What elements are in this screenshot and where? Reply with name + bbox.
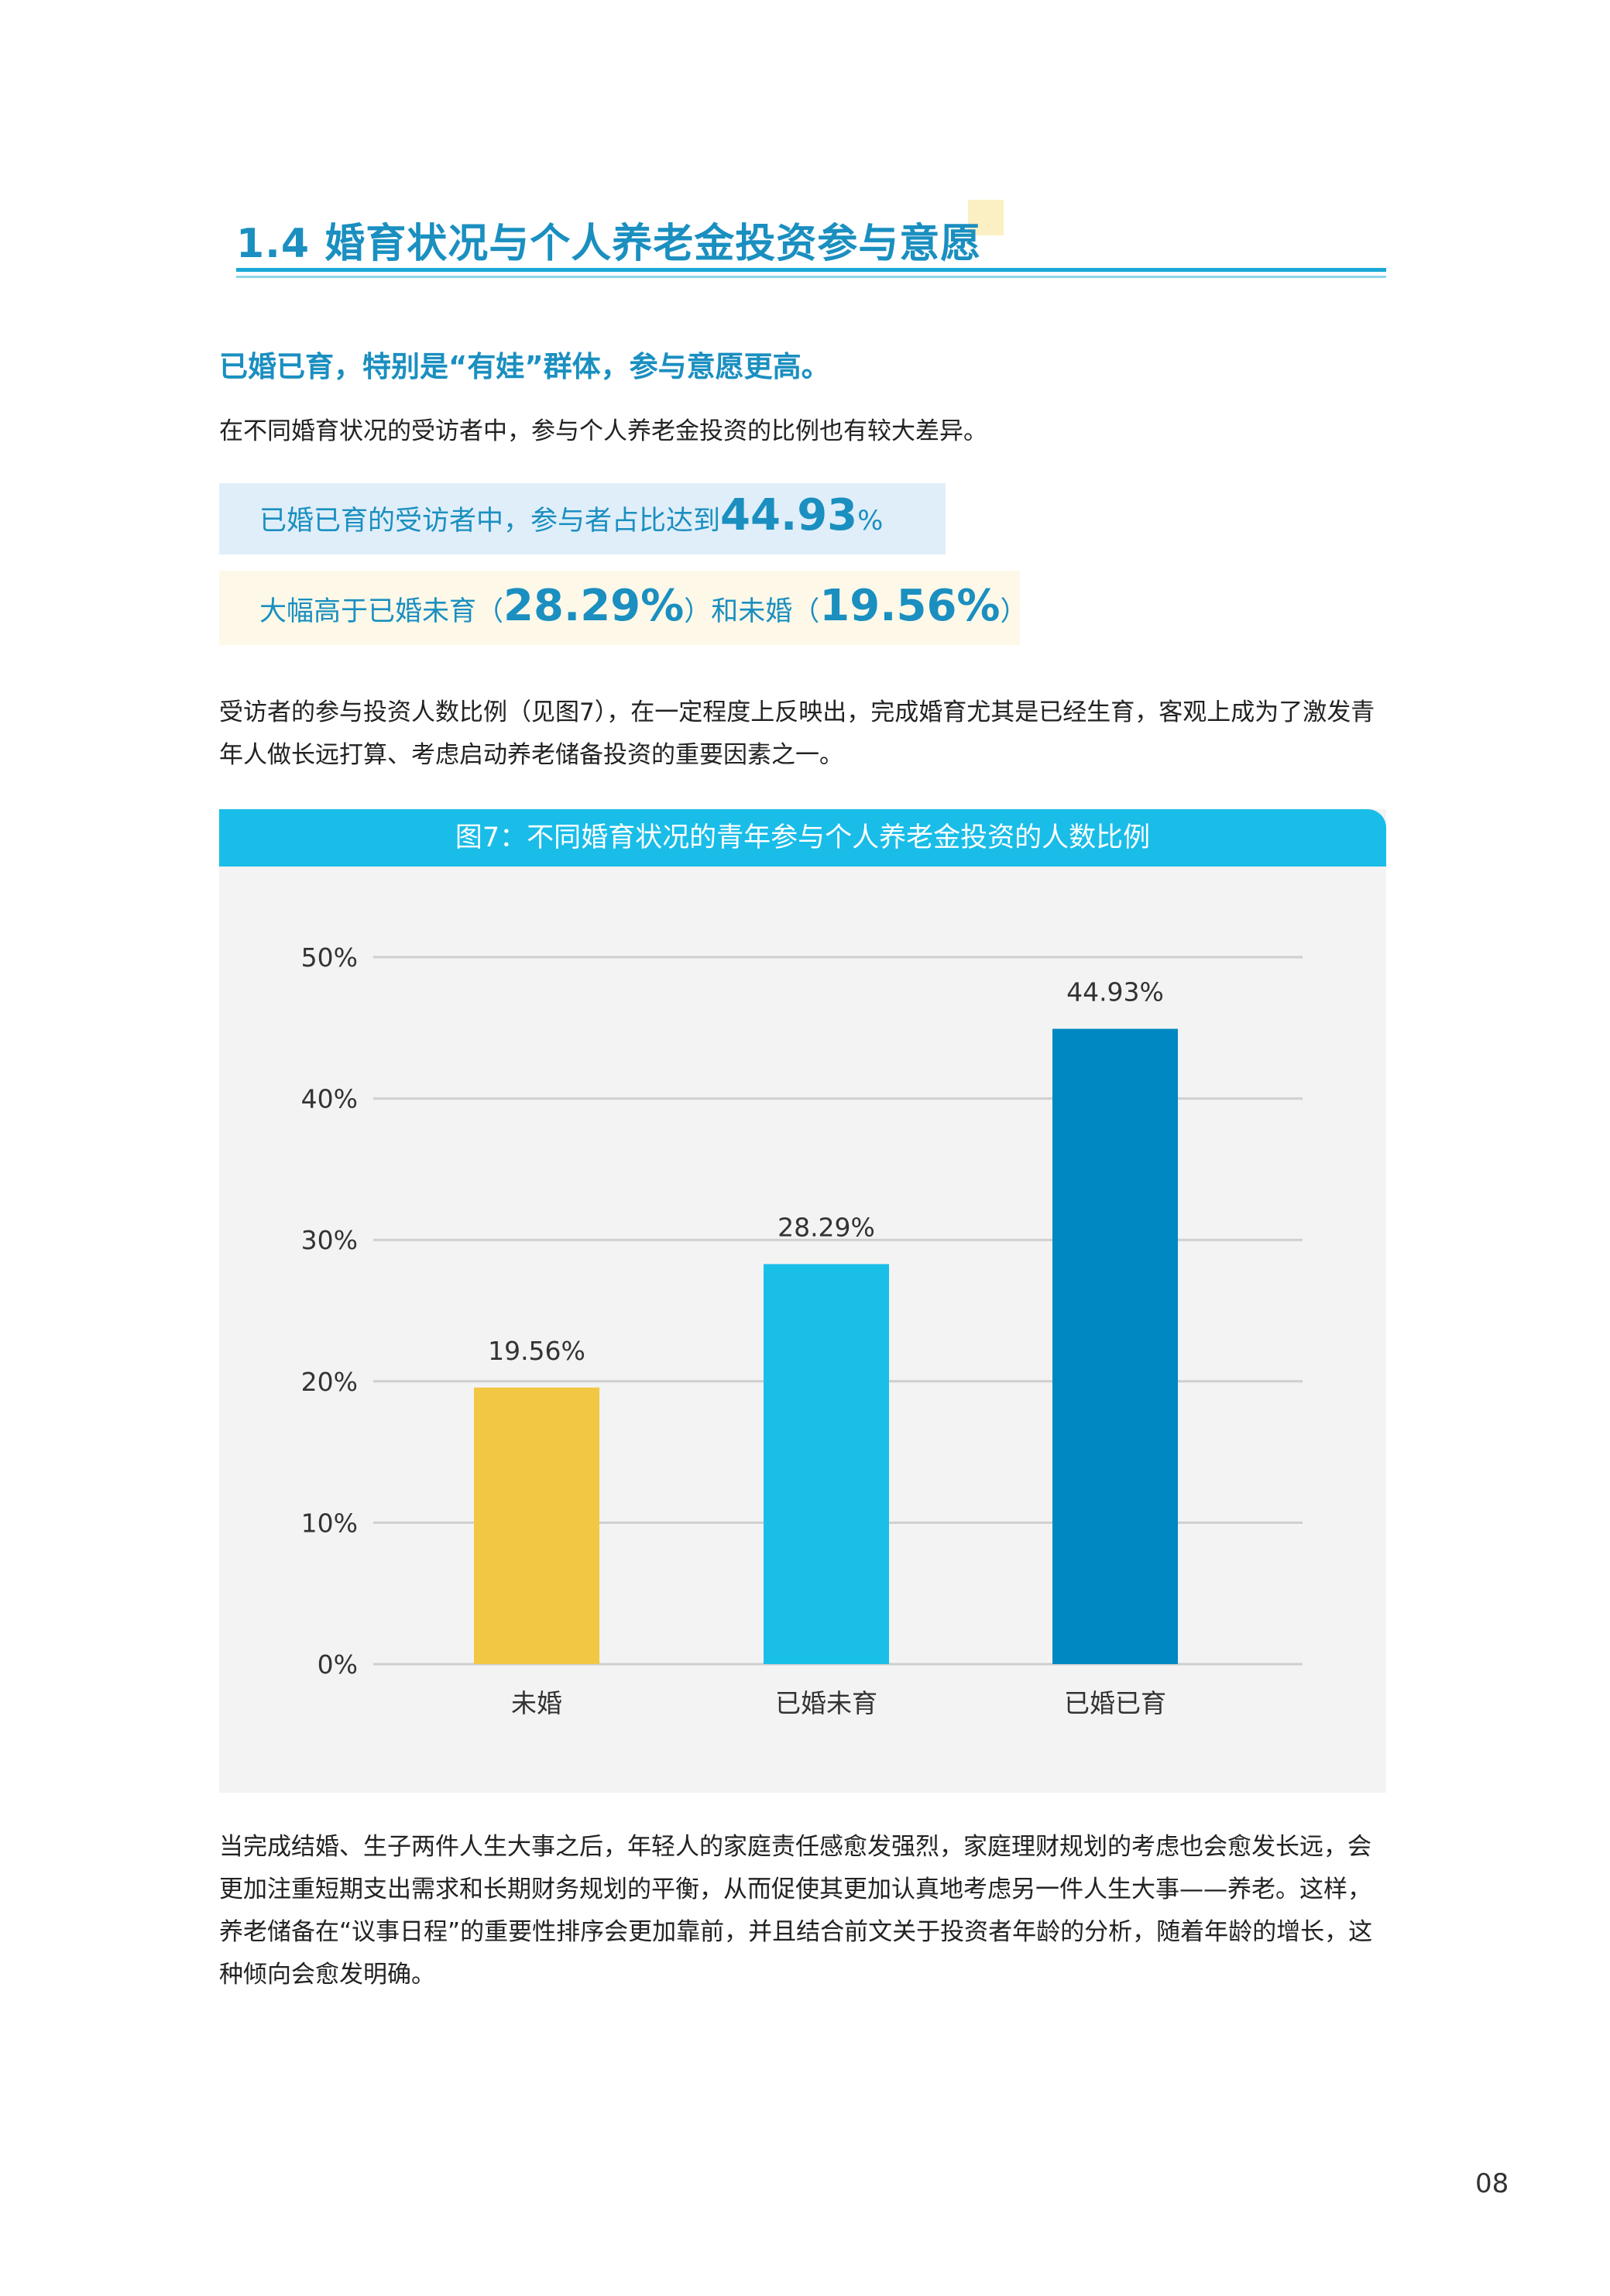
page-number: 08 [1475, 2168, 1509, 2199]
subheading: 已婚已育，特别是“有娃”群体，参与意愿更高。 [219, 350, 830, 383]
section-title: 1.4 婚育状况与个人养老金投资参与意愿 [236, 221, 982, 267]
data-label: 28.29% [778, 1212, 875, 1242]
x-tick-label: 已婚已育 [1064, 1688, 1166, 1718]
chart-title: 图7：不同婚育状况的青年参与个人养老金投资的人数比例 [219, 809, 1386, 867]
paragraph-2: 当完成结婚、生子两件人生大事之后，年轻人的家庭责任感愈发强烈，家庭理财规划的考虑… [219, 1833, 1373, 1989]
intro-text: 在不同婚育状况的受访者中，参与个人养老金投资的比例也有较大差异。 [219, 417, 987, 445]
y-tick-label: 30% [301, 1225, 358, 1255]
highlight-value-b: 19.56% [819, 581, 1001, 631]
bar-3 [1052, 1028, 1178, 1664]
title-rule-secondary [236, 276, 1386, 278]
y-tick-label: 20% [301, 1367, 358, 1397]
title-rule [236, 268, 1386, 272]
highlight-box-primary: 已婚已育的受访者中，参与者占比达到44.93% [219, 483, 946, 554]
highlight-text: 已婚已育的受访者中，参与者占比达到 [259, 506, 721, 537]
highlight-text-b: ）和未婚（ [684, 596, 820, 627]
y-tick-label: 40% [301, 1084, 358, 1114]
bar-1 [474, 1387, 599, 1664]
paragraph-1: 受访者的参与投资人数比例（见图7），在一定程度上反映出，完成婚育尤其是已经生育，… [219, 698, 1375, 769]
x-tick-label: 已婚未育 [775, 1688, 877, 1718]
y-tick-label: 50% [301, 942, 358, 973]
highlight-value-a: 28.29% [503, 581, 685, 631]
y-tick-label: 10% [301, 1508, 358, 1538]
highlight-box-secondary: 大幅高于已婚未育（28.29%）和未婚（19.56%） [219, 571, 1028, 645]
x-tick-label: 未婚 [511, 1688, 562, 1718]
highlight-text-a: 大幅高于已婚未育（ [259, 596, 504, 627]
data-label: 19.56% [488, 1336, 585, 1366]
data-label: 44.93% [1066, 977, 1164, 1007]
highlight-text-c: ） [1000, 596, 1028, 627]
highlight-value: 44.93 [720, 490, 858, 541]
title-accent-square [968, 200, 1004, 235]
y-tick-label: 0% [318, 1649, 358, 1680]
bar-2 [764, 1264, 889, 1664]
highlight-unit: % [857, 506, 884, 537]
